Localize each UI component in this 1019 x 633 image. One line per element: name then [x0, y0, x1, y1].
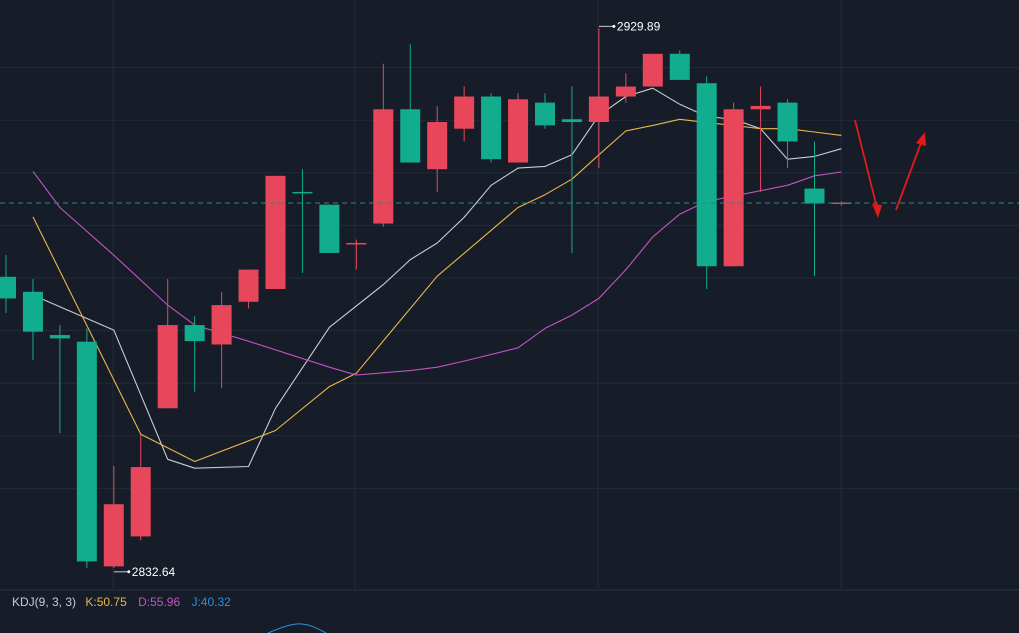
candle	[0, 255, 16, 313]
candle-body	[588, 96, 609, 123]
kdj-indicator-legend: KDJ(9, 3, 3) K:50.75 D:55.96 J:40.32	[0, 590, 1019, 614]
candle-body	[292, 191, 313, 194]
kdj-d-value: D:55.96	[138, 595, 181, 609]
candle	[130, 434, 151, 541]
candle	[535, 93, 555, 129]
candle-body	[561, 119, 582, 123]
candles	[0, 28, 852, 569]
candle-body	[265, 175, 286, 290]
candle	[427, 105, 448, 192]
candle-body	[0, 276, 16, 299]
candle	[265, 175, 286, 290]
candle-body	[346, 242, 367, 245]
candle	[76, 328, 97, 569]
candle	[157, 279, 178, 409]
candle	[184, 316, 205, 392]
candle	[723, 102, 744, 267]
ma-line-2	[32, 118, 842, 463]
candle	[831, 201, 852, 206]
kdj-title: KDJ(9, 3, 3)	[12, 595, 77, 609]
candle-body	[777, 102, 798, 142]
candle-body	[400, 109, 421, 163]
candle-body	[49, 335, 70, 339]
candle	[373, 63, 394, 227]
candle-body	[750, 105, 771, 110]
candle	[319, 204, 340, 253]
candle-body	[22, 291, 43, 332]
candle-body	[696, 83, 717, 267]
high-price-label: 2929.89	[617, 19, 661, 33]
candle	[615, 73, 636, 103]
candle	[103, 465, 124, 569]
high-annotation: 2929.89	[598, 19, 661, 33]
candle-body	[76, 341, 97, 562]
candle-body	[103, 504, 124, 567]
candle	[508, 93, 529, 163]
kdj-j-value: J:40.32	[191, 595, 231, 609]
candle-body	[373, 109, 394, 224]
candle-body	[615, 86, 636, 97]
candle	[346, 239, 367, 270]
candle	[561, 86, 582, 253]
candle	[22, 279, 43, 361]
candle	[454, 86, 475, 142]
candle	[588, 28, 609, 169]
overlay: 2929.89 2832.64	[0, 19, 1019, 579]
candle	[400, 44, 421, 163]
candle-body	[130, 467, 151, 537]
candle	[292, 169, 313, 273]
candle-body	[238, 269, 259, 302]
candle	[777, 99, 798, 169]
candle	[669, 50, 690, 80]
low-marker	[127, 570, 131, 574]
candle-body	[481, 96, 502, 160]
red-arrow-up-icon	[895, 132, 926, 211]
candle	[49, 325, 70, 434]
candle	[696, 76, 717, 290]
low-annotation: 2832.64	[113, 565, 176, 579]
candle-body	[454, 96, 475, 129]
candle-body	[804, 188, 825, 204]
ma-line-3	[32, 171, 842, 376]
kdj-k-value: K:50.75	[85, 595, 127, 609]
candle-body	[157, 325, 178, 409]
candle	[481, 93, 502, 163]
candle-body	[508, 99, 529, 163]
candle	[642, 53, 663, 87]
low-price-label: 2832.64	[132, 565, 176, 579]
candle-body	[723, 109, 744, 267]
candle	[238, 269, 259, 309]
candle-body	[427, 122, 448, 170]
grid	[0, 0, 1019, 588]
candle	[750, 86, 771, 192]
candle	[804, 141, 825, 277]
red-arrow-down-icon	[854, 119, 882, 218]
candle-body	[642, 53, 663, 87]
candle-body	[211, 305, 232, 345]
candle	[211, 291, 232, 389]
candle-body	[319, 204, 340, 253]
high-marker	[612, 24, 616, 28]
candle-body	[669, 53, 690, 80]
candle-body	[184, 325, 205, 342]
candle-body	[535, 102, 555, 126]
kdj-curve-fragment	[267, 623, 327, 633]
